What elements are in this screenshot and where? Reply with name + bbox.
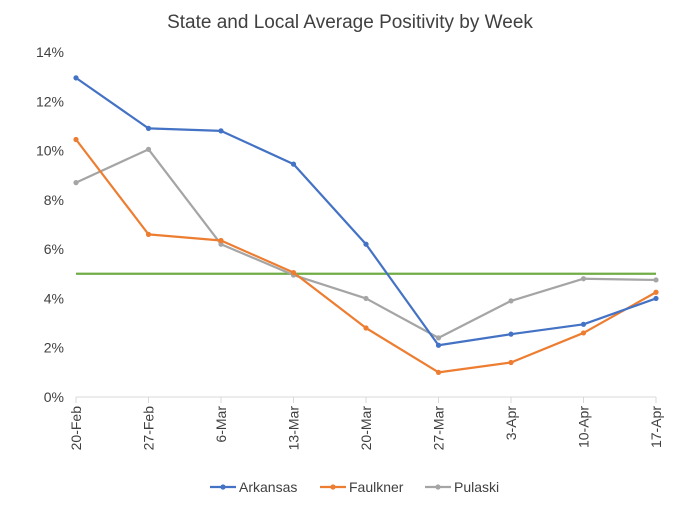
legend-item-faulkner: Faulkner <box>320 479 404 495</box>
data-point-arkansas <box>363 241 369 247</box>
data-point-arkansas <box>508 331 514 337</box>
legend-item-pulaski: Pulaski <box>425 479 499 495</box>
data-point-pulaski <box>653 277 659 283</box>
legend-label: Arkansas <box>239 479 297 495</box>
data-point-faulkner <box>580 330 587 336</box>
data-point-faulkner <box>73 136 79 143</box>
x-tick-label: 13-Mar <box>286 406 302 451</box>
legend-label: Pulaski <box>454 479 499 495</box>
data-point-pulaski <box>508 298 514 304</box>
x-tick-label: 27-Feb <box>141 406 157 451</box>
x-axis: 20-Feb 27-Feb 6-Mar 13-Mar 20-Mar 27-Mar 3-Apr… <box>68 396 664 451</box>
data-point-arkansas <box>73 75 79 81</box>
y-tick-label: 8% <box>44 192 64 208</box>
data-point-pulaski <box>435 335 442 341</box>
x-tick-label: 17-Apr <box>648 406 664 448</box>
y-tick-label: 14% <box>36 44 64 60</box>
y-tick-label: 12% <box>36 93 64 109</box>
legend-label: Faulkner <box>349 479 404 495</box>
series-faulkner <box>73 136 659 375</box>
data-point-faulkner <box>508 359 514 366</box>
data-point-faulkner <box>145 231 152 237</box>
data-point-pulaski <box>73 180 79 186</box>
data-point-faulkner <box>218 237 224 244</box>
series-arkansas <box>73 75 659 348</box>
data-point-faulkner <box>290 269 297 276</box>
x-tick-label: 3-Apr <box>503 406 519 441</box>
data-point-faulkner <box>363 325 369 331</box>
x-tick-label: 6-Mar <box>213 406 229 443</box>
data-point-faulkner <box>435 369 442 375</box>
legend-marker <box>435 484 441 490</box>
data-point-pulaski <box>363 295 369 302</box>
data-point-arkansas <box>145 125 152 131</box>
data-point-arkansas <box>580 321 587 327</box>
legend-marker <box>220 484 226 490</box>
legend: Arkansas Faulkner Pulaski <box>210 479 499 495</box>
legend-marker <box>330 484 336 490</box>
series-line-faulkner <box>74 138 658 374</box>
x-tick-label: 20-Mar <box>358 406 374 451</box>
series-line-arkansas <box>74 76 658 347</box>
y-tick-label: 0% <box>44 389 64 405</box>
data-point-arkansas <box>290 161 297 167</box>
data-point-arkansas <box>435 342 442 348</box>
legend-item-arkansas: Arkansas <box>210 479 297 495</box>
x-tick-label: 10-Apr <box>576 406 592 448</box>
chart-title: State and Local Average Positivity by We… <box>167 12 533 33</box>
data-point-pulaski <box>145 146 152 152</box>
y-tick-label: 2% <box>44 340 64 356</box>
y-tick-label: 6% <box>44 241 64 257</box>
data-point-arkansas <box>653 295 659 302</box>
data-point-pulaski <box>580 276 587 282</box>
data-point-pulaski <box>218 241 224 247</box>
y-tick-label: 10% <box>36 143 64 159</box>
data-point-arkansas <box>218 128 224 134</box>
y-axis: 0% 2% 4% 6% 8% 10% 12% 14% <box>36 44 64 405</box>
data-point-faulkner <box>653 289 659 295</box>
y-tick-label: 4% <box>44 290 64 306</box>
series-group <box>73 75 659 375</box>
x-tick-label: 27-Mar <box>431 406 447 451</box>
x-tick-label: 20-Feb <box>68 406 84 451</box>
